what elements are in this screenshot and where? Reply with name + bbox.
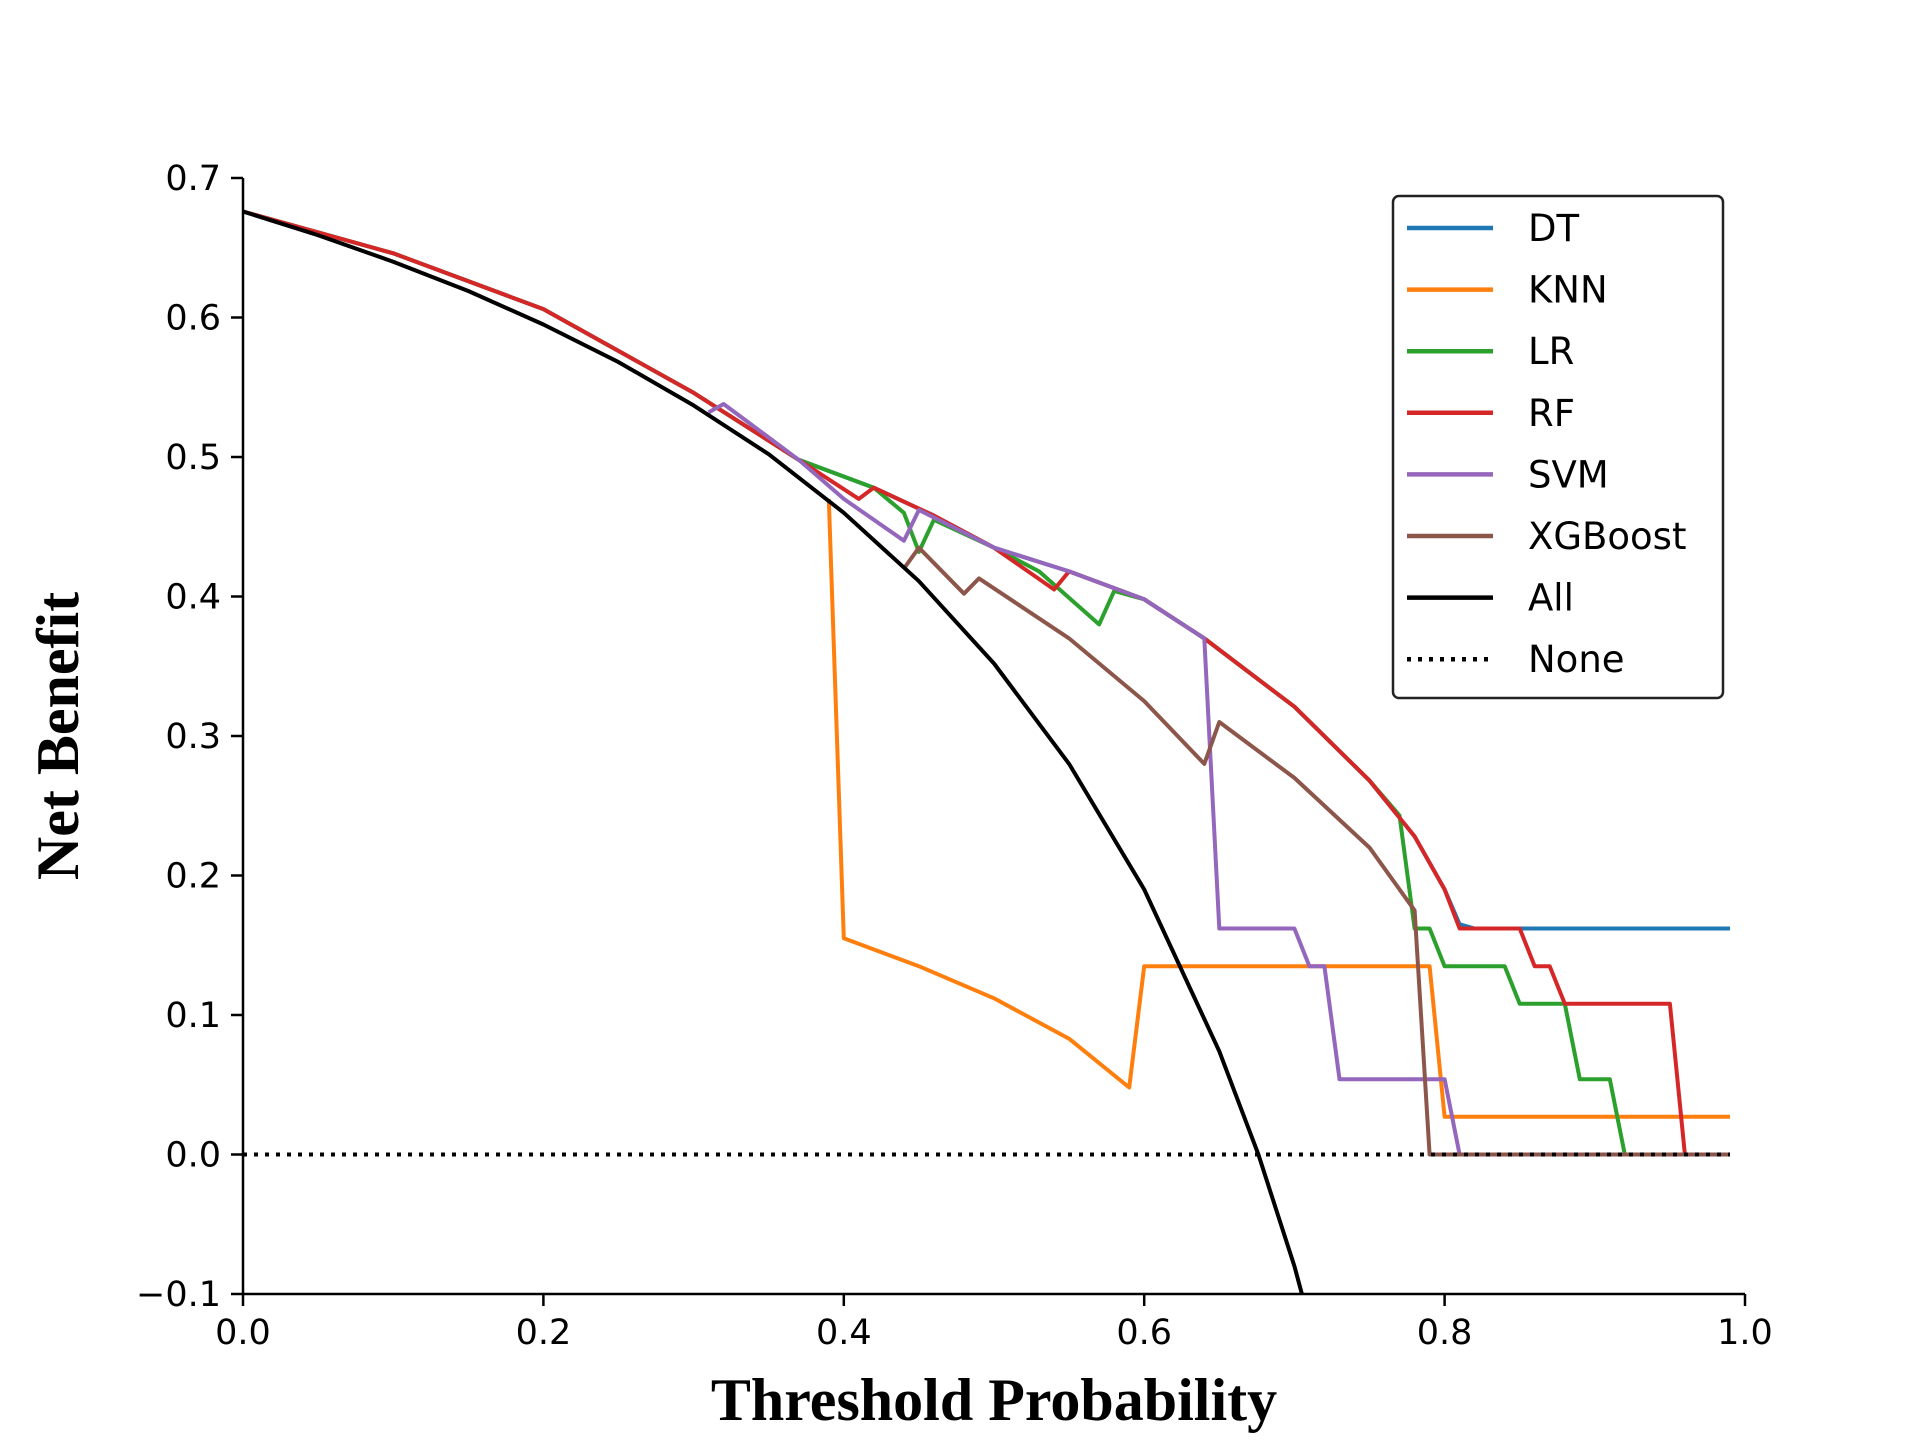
y-tick-label: 0.3: [165, 717, 221, 757]
series-line-svm: [707, 402, 1730, 1157]
legend-label-knn: KNN: [1528, 269, 1608, 312]
y-axis-title: Net Benefit: [25, 592, 91, 880]
x-tick-label: 1.0: [1717, 1313, 1773, 1353]
series-line-xgboost: [902, 545, 1730, 1157]
x-tick-label: 0.0: [215, 1313, 271, 1353]
x-tick-label: 0.8: [1417, 1313, 1473, 1353]
legend-label-svm: SVM: [1528, 453, 1609, 496]
y-tick-label: 0.2: [165, 857, 221, 897]
x-tick-label: 0.2: [516, 1313, 572, 1353]
x-tick-label: 0.6: [1116, 1313, 1172, 1353]
legend-box: [1391, 194, 1725, 700]
y-tick-label: 0.1: [165, 996, 221, 1036]
x-axis-title: Threshold Probability: [711, 1367, 1277, 1433]
legend-label-none: None: [1528, 638, 1625, 681]
plot-lines: [242, 209, 1730, 1295]
legend: DT KNN LR RF SVM XGBoost All None: [1391, 194, 1725, 700]
ticks: 0.0 0.2 0.4 0.6 0.8 1.0−0.10.00.10.20.30.40.5…: [136, 159, 1773, 1353]
y-tick-label: −0.1: [136, 1275, 221, 1315]
legend-label-all: All: [1528, 577, 1574, 620]
legend-label-dt: DT: [1528, 207, 1579, 250]
series-line-all: [242, 209, 1304, 1295]
series-line-knn: [826, 498, 1730, 1119]
legend-label-rf: RF: [1528, 392, 1575, 435]
legend-label-xgboost: XGBoost: [1528, 515, 1686, 558]
legend-label-lr: LR: [1528, 330, 1574, 373]
y-tick-label: 0.7: [165, 159, 221, 199]
y-tick-label: 0.5: [165, 438, 221, 478]
y-tick-label: 0.0: [165, 1136, 221, 1176]
y-tick-label: 0.4: [165, 578, 221, 618]
y-tick-label: 0.6: [165, 299, 221, 339]
x-tick-label: 0.4: [816, 1313, 872, 1353]
